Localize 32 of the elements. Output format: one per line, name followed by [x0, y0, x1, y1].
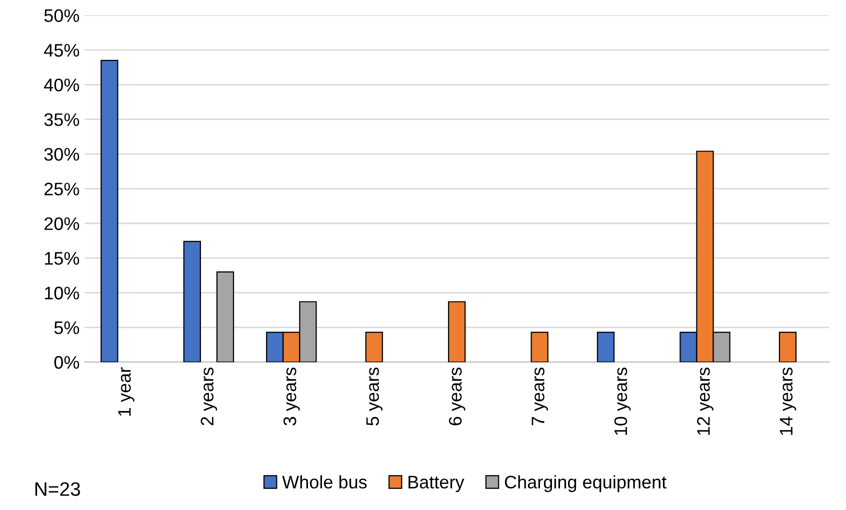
bar [778, 332, 797, 362]
legend-label: Charging equipment [504, 475, 666, 492]
x-tick-label: 14 years [780, 368, 796, 435]
legend-label: Whole bus [282, 475, 367, 489]
bar [596, 332, 615, 362]
y-tick-label: 0% [54, 356, 80, 369]
y-tick-label: 15% [44, 252, 80, 265]
x-tick-label: 10 years [614, 368, 631, 435]
y-tick-label: 45% [44, 44, 80, 57]
bar [216, 271, 234, 362]
y-tick-label: 30% [44, 148, 80, 161]
y-tick-label: 50% [44, 9, 80, 22]
y-tick-label: 40% [44, 78, 80, 92]
bar [100, 60, 118, 362]
x-tick-label: 7 years [532, 368, 548, 426]
x-tick-label: 12 years [697, 368, 714, 435]
x-tick-label: 1 year [118, 367, 134, 416]
bar [365, 332, 383, 362]
y-tick-label: 5% [54, 321, 80, 334]
bar [183, 240, 201, 362]
x-tick-label: 2 years [200, 368, 218, 426]
x-tick-label: 5 years [366, 368, 383, 426]
x-tick-label: 3 years [283, 368, 300, 426]
legend-label: Battery [408, 476, 464, 492]
text: N=23 [35, 482, 80, 496]
x-tick-label: 6 years [448, 368, 466, 426]
y-tick-label: 35% [44, 113, 80, 126]
bar [530, 332, 548, 362]
y-tick-label: 20% [44, 217, 80, 230]
y-tick-label: 10% [44, 286, 80, 300]
y-tick-label: 25% [44, 182, 80, 196]
bar [448, 301, 466, 362]
